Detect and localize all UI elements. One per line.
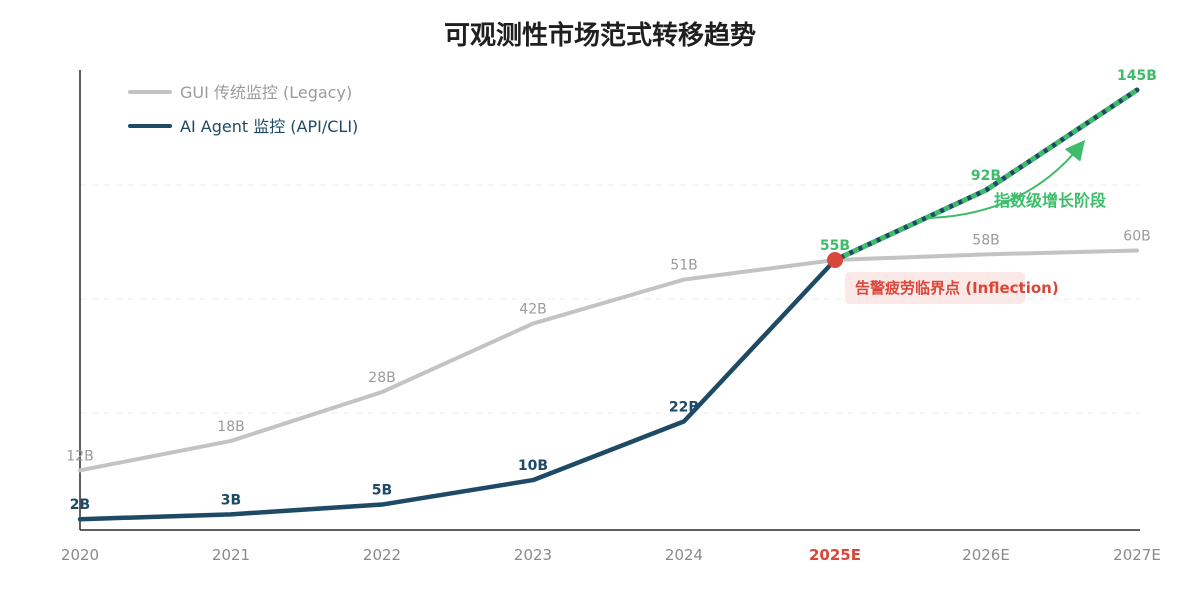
data-label-agent: 10B [518,458,548,474]
growth-label: 指数级增长阶段 [994,191,1107,210]
data-label-agent: 145B [1117,68,1157,84]
data-labels: 12B 18B 28B 42B 51B 58B 60B 2B 3B 5B 10B 22B 55B 92B 1… [66,68,1157,513]
x-tick-label: 2026E [962,546,1010,564]
x-tick-label: 2027E [1113,546,1161,564]
data-label-legacy: 28B [368,370,395,386]
data-label-legacy: 12B [66,448,93,464]
data-label-legacy: 18B [217,419,244,435]
data-label-agent: 55B [820,238,850,254]
chart-title: 可观测性市场范式转移趋势 [444,20,756,51]
x-tick-label: 2025E [809,546,861,564]
data-label-agent: 22B [669,399,699,415]
x-tick-label: 2021 [212,546,250,564]
x-tick-labels: 2020 2021 2022 2023 2024 2025E 2026E 2027E [61,546,1161,564]
inflection-point [827,252,843,268]
x-tick-label: 2024 [665,546,703,564]
data-label-legacy: 60B [1123,229,1150,245]
data-label-agent: 5B [372,483,392,499]
legend: GUI 传统监控 (Legacy) AI Agent 监控 (API/CLI) [128,83,358,136]
series-lines [77,87,1140,522]
data-label-legacy: 58B [972,232,999,248]
legend-label: AI Agent 监控 (API/CLI) [180,117,358,136]
growth-arrow [929,139,1086,219]
legend-label: GUI 传统监控 (Legacy) [180,83,352,102]
data-label-agent: 2B [70,497,90,513]
x-tick-label: 2022 [363,546,401,564]
gridlines [80,184,1140,414]
data-label-legacy: 42B [519,302,546,318]
data-label-agent: 3B [221,492,241,508]
series-line-legacy [78,248,1139,473]
data-label-legacy: 51B [670,258,697,274]
inflection-label: 告警疲劳临界点 (Inflection) [855,279,1059,297]
series-line-projection [833,87,1139,263]
x-tick-label: 2023 [514,546,552,564]
annotations: 告警疲劳临界点 (Inflection) 指数级增长阶段 [845,139,1107,304]
data-label-agent: 92B [971,168,1001,184]
series-line-agent [77,257,838,522]
inflection-callout [845,272,1025,304]
x-tick-label: 2020 [61,546,99,564]
